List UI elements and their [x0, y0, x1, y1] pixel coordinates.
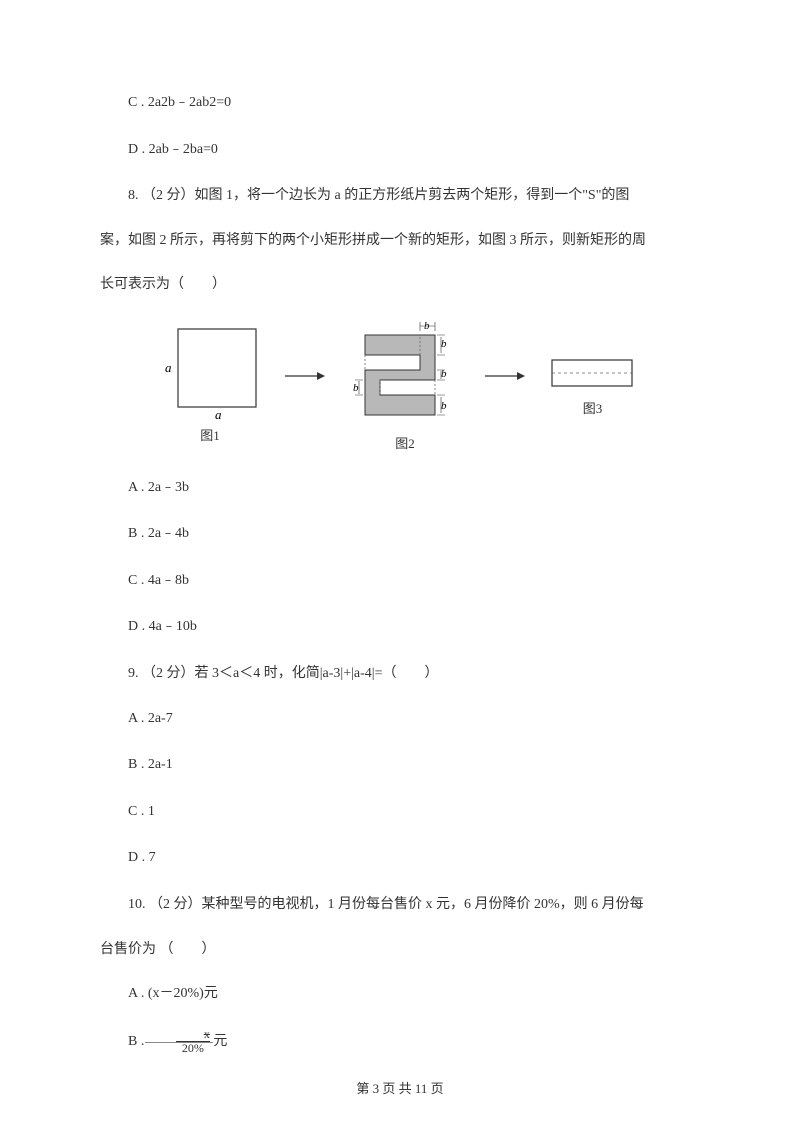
q8-option-b: B . 2a﹣4b	[100, 521, 700, 548]
option-c-prev: C . 2a2b﹣2ab2=0	[100, 90, 700, 117]
q8-option-d: D . 4a﹣10b	[100, 614, 700, 641]
label-b-5: b	[441, 400, 447, 412]
option-text: C . 1	[128, 804, 155, 819]
option-d-prev: D . 2ab﹣2ba=0	[100, 137, 700, 164]
label-b-2: b	[441, 338, 447, 350]
arrow-2	[485, 360, 525, 414]
q8-option-c: C . 4a﹣8b	[100, 568, 700, 595]
q9-option-a: A . 2a-7	[100, 706, 700, 733]
q8-text1: 8. （2 分）如图 1，将一个边长为 a 的正方形纸片剪去两个矩形，得到一个"…	[128, 188, 629, 203]
page-footer: 第 3 页 共 11 页	[0, 1077, 800, 1102]
option-text: A . (x－20%)元	[128, 986, 218, 1001]
q9-option-d: D . 7	[100, 845, 700, 872]
question-9: 9. （2 分）若 3＜a＜4 时，化简|a-3|+|a-4|=（ ）	[100, 661, 700, 688]
fig2-label: 图2	[395, 432, 415, 457]
fraction-wrap: x 20%	[148, 1028, 210, 1056]
q10-text2: 台售价为 （ ）	[100, 942, 216, 957]
figure-1-svg: a a	[160, 324, 260, 419]
question-8-line2: 案，如图 2 所示，再将剪下的两个小矩形拼成一个新的矩形，如图 3 所示，则新矩…	[100, 228, 700, 255]
option-text: C . 4a﹣8b	[128, 573, 189, 588]
question-10-line1: 10. （2 分）某种型号的电视机，1 月份每台售价 x 元，6 月份降价 20…	[100, 892, 700, 919]
option-text: D . 2ab﹣2ba=0	[128, 142, 218, 157]
fig1-label: 图1	[200, 424, 220, 449]
footer-text: 第 3 页 共 11 页	[356, 1081, 443, 1096]
option-text: D . 4a﹣10b	[128, 619, 197, 634]
option-b-suffix: 元	[213, 1034, 227, 1049]
fraction-num: x	[176, 1028, 210, 1042]
figure-2-svg: b b b b b	[350, 317, 460, 427]
option-text: C . 2a2b﹣2ab2=0	[128, 95, 231, 110]
question-8-line3: 长可表示为（ ）	[100, 272, 700, 299]
arrow-1	[285, 360, 325, 414]
q8-text3: 长可表示为（ ）	[100, 277, 226, 292]
q9-option-b: B . 2a-1	[100, 752, 700, 779]
q9-option-c: C . 1	[100, 799, 700, 826]
fraction-denom: 20%	[182, 1041, 204, 1055]
option-text: B . 2a﹣4b	[128, 526, 189, 541]
option-text: A . 2a-7	[128, 711, 173, 726]
q10-option-a: A . (x－20%)元	[100, 981, 700, 1008]
q8-option-a: A . 2a﹣3b	[100, 475, 700, 502]
q8-diagram: a a 图1 b b b b b	[160, 317, 700, 457]
figure-3-svg	[550, 352, 635, 392]
q9-text: 9. （2 分）若 3＜a＜4 时，化简|a-3|+|a-4|=（ ）	[128, 666, 438, 681]
option-text: D . 7	[128, 850, 156, 865]
option-text: A . 2a﹣3b	[128, 480, 189, 495]
figure-1-group: a a 图1	[160, 324, 260, 449]
q10-option-b: B . x 20% 元	[100, 1028, 700, 1056]
label-a-bottom: a	[215, 407, 222, 419]
q10-text1: 10. （2 分）某种型号的电视机，1 月份每台售价 x 元，6 月份降价 20…	[128, 897, 644, 912]
fig3-label: 图3	[583, 397, 603, 422]
label-b-4: b	[353, 382, 359, 394]
label-a-left: a	[165, 360, 172, 375]
question-10-line2: 台售价为 （ ）	[100, 937, 700, 964]
strike-line	[145, 1042, 213, 1043]
q8-text2: 案，如图 2 所示，再将剪下的两个小矩形拼成一个新的矩形，如图 3 所示，则新矩…	[100, 233, 646, 248]
question-8-line1: 8. （2 分）如图 1，将一个边长为 a 的正方形纸片剪去两个矩形，得到一个"…	[100, 183, 700, 210]
figure-3-group: 图3	[550, 352, 635, 422]
option-text: B . 2a-1	[128, 757, 173, 772]
figure-2-group: b b b b b 图2	[350, 317, 460, 457]
